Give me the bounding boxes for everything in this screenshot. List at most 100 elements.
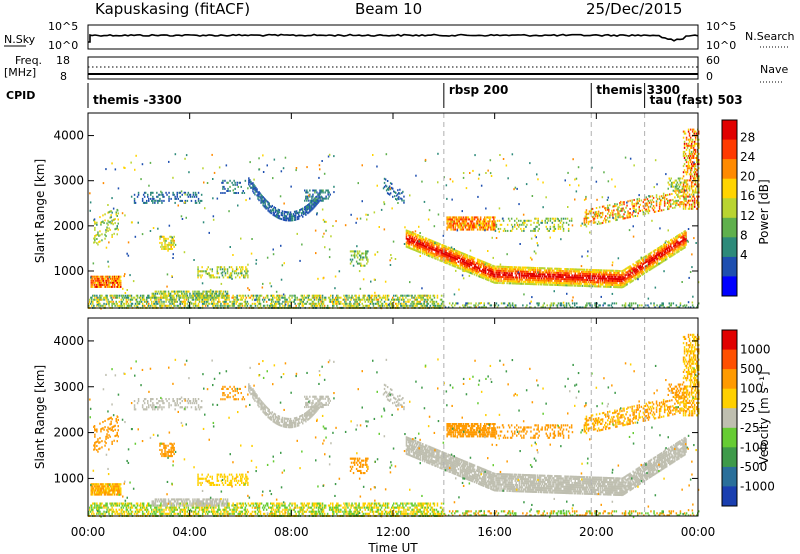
power-cell [418, 234, 421, 237]
power-cell [532, 269, 535, 271]
power-cell [468, 257, 471, 260]
power-cell [382, 187, 385, 190]
power-cell [411, 294, 413, 297]
power-cell [449, 218, 451, 221]
power-cell [602, 285, 605, 288]
power-cell [113, 275, 116, 278]
power-cell [539, 275, 542, 278]
power-cell [102, 275, 105, 278]
power-cell [516, 221, 518, 224]
power-cell [490, 268, 492, 270]
power-cell [541, 306, 543, 309]
power-cell [422, 302, 424, 305]
power-cell [500, 275, 502, 278]
power-cell [147, 294, 149, 297]
power-cell [102, 220, 104, 223]
power-cell [674, 238, 676, 241]
power-cell [635, 277, 637, 280]
power-cell [430, 251, 432, 254]
power-cell [500, 223, 503, 226]
power-cell [493, 275, 495, 278]
power-cell [398, 300, 400, 303]
power-cell [456, 220, 458, 223]
power-cell [135, 304, 138, 307]
power-cell [532, 283, 535, 286]
power-cell [492, 222, 494, 225]
power-cell [454, 222, 456, 225]
power-cell [422, 244, 424, 247]
power-cell [485, 276, 487, 279]
power-cell [321, 304, 324, 307]
power-cell [576, 280, 578, 283]
power-cell [506, 229, 509, 232]
power-cell [496, 265, 498, 268]
power-cell [387, 298, 390, 301]
power-cell [610, 277, 612, 280]
power-cell [504, 229, 507, 232]
power-cell [639, 266, 641, 269]
power-cell [277, 208, 280, 211]
power-cell [483, 224, 485, 227]
power-cell [90, 281, 92, 284]
power-cell [159, 199, 161, 202]
power-cell [490, 280, 492, 283]
power-cell [484, 224, 486, 227]
power-cell [557, 267, 559, 270]
power-cell [234, 181, 236, 184]
power-cell [165, 191, 167, 194]
power-cell [581, 274, 584, 277]
power-cell [465, 266, 468, 269]
power-cell [312, 294, 315, 297]
power-cell [154, 294, 157, 297]
power-cell [226, 272, 229, 275]
power-cell [272, 207, 274, 210]
power-cell [357, 302, 359, 305]
power-cell [595, 285, 598, 288]
power-cell [273, 214, 275, 217]
power-cell [670, 243, 672, 246]
power-cell [445, 251, 447, 254]
power-cell [505, 268, 507, 270]
power-cell [424, 241, 426, 243]
power-cell [178, 290, 180, 293]
power-cell [192, 296, 194, 299]
power-cell [347, 304, 349, 307]
power-cell [672, 250, 674, 253]
power-cell [629, 269, 631, 272]
power-cell [198, 292, 200, 295]
power-cell [362, 296, 364, 299]
power-cell [476, 228, 479, 231]
power-cell [308, 294, 311, 297]
power-cell [434, 241, 436, 244]
power-cell [540, 306, 542, 309]
power-cell [555, 281, 557, 284]
power-cell [212, 290, 214, 293]
power-cell [433, 252, 435, 255]
power-cell [581, 284, 584, 287]
power-cell [91, 279, 94, 282]
power-cell [521, 229, 523, 232]
power-cell [243, 276, 245, 279]
power-cell [433, 246, 435, 249]
power-cell [265, 294, 268, 297]
power-cell [696, 306, 698, 309]
power-cell [130, 298, 133, 301]
power-cell [99, 294, 101, 297]
power-cell [491, 226, 493, 229]
power-cell [479, 269, 482, 272]
power-cell [538, 273, 541, 276]
power-cell [314, 189, 316, 192]
power-cell [480, 262, 483, 265]
power-cell [494, 216, 496, 219]
power-cell [227, 294, 229, 297]
power-cell [326, 304, 329, 307]
power-cell [534, 269, 537, 271]
power-cell [272, 211, 274, 214]
power-cell [309, 202, 311, 205]
power-cell [194, 199, 197, 202]
power-cell [136, 300, 139, 303]
nsky-tick-bottom: 10^0 [48, 39, 78, 52]
power-cell [502, 276, 504, 278]
power-cell [571, 276, 573, 279]
power-cell [499, 227, 502, 230]
